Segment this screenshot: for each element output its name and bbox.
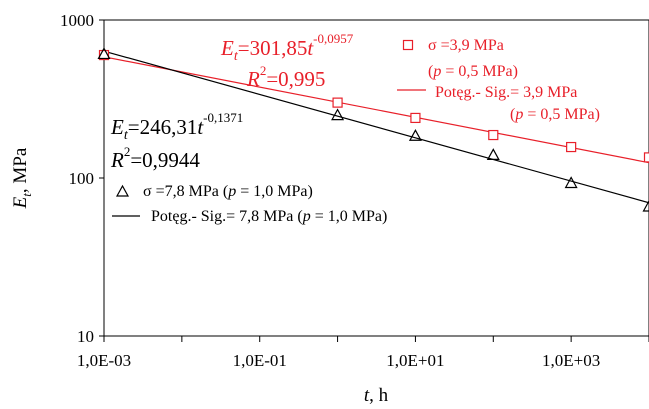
legend-red-marker-label: σ =3,9 MPa — [428, 37, 504, 54]
data-point-red — [488, 129, 499, 141]
legend-black-marker-text: σ =7,8 MPa ( — [143, 183, 228, 200]
y-axis-ticks: 10 100 1000 — [60, 11, 104, 346]
fit-black-r2: R2=0,9944 — [110, 144, 200, 172]
y-tick-label: 1000 — [60, 11, 94, 30]
fit-red-r2: R2=0,995 — [246, 63, 325, 91]
data-point-red — [410, 112, 421, 124]
legend-black-line-label: Potęg.- Sig.= 7,8 MPa (p = 1,0 MPa) — [151, 208, 387, 225]
legend-red-line-p: p — [514, 106, 523, 123]
fit-red-equation: Et=301,85t-0,0957 — [220, 31, 354, 64]
fit-black-equation: Et=246,31t-0,1371 — [110, 110, 243, 143]
x-axis-label-unit: , h — [369, 385, 389, 406]
eq-black-coef: 246,31 — [140, 115, 198, 139]
legend-red-line-text: Potęg.- Sig.= 3,9 MPa — [435, 84, 577, 101]
r2-black-sup: 2 — [124, 144, 131, 159]
legend-red-marker-icon — [402, 39, 414, 51]
data-point-black — [486, 148, 500, 161]
x-axis-label-symbol: t — [364, 385, 370, 406]
fit-line-black — [103, 50, 649, 204]
data-point-black — [408, 129, 422, 141]
eq-black-equals: = — [128, 115, 140, 139]
y-tick-label: 100 — [69, 169, 95, 188]
legend-red-line-open: ( — [510, 106, 515, 123]
x-tick-label: 1,0E+03 — [542, 351, 600, 370]
eq-red-t: t — [307, 36, 314, 60]
y-tick-label: 10 — [77, 327, 94, 346]
eq-black-E: E — [110, 115, 124, 139]
legend-black: σ =7,8 MPa (p = 1,0 MPa) Potęg.- Sig.= 7… — [112, 183, 387, 225]
legend-black-marker-label: σ =7,8 MPa (p = 1,0 MPa) — [143, 183, 313, 200]
r2-red-sup: 2 — [260, 63, 267, 78]
r2-red-R: R — [246, 67, 260, 91]
data-point-red — [566, 141, 577, 153]
eq-red-equals: = — [238, 36, 250, 60]
y-axis-label: Et, MPa — [10, 147, 34, 209]
legend-black-line-rest: = 1,0 MPa) — [311, 208, 388, 225]
legend-red-marker-label-2: (p = 0,5 MPa) — [428, 63, 518, 80]
y-axis-label-subscript: t — [19, 193, 34, 197]
x-tick-label: 1,0E-01 — [233, 351, 287, 370]
legend-red: σ =3,9 MPa (p = 0,5 MPa) Potęg.- Sig.= 3… — [397, 37, 600, 123]
series-red-markers — [98, 49, 649, 163]
legend-black-line-p: p — [302, 208, 311, 225]
x-axis-ticks: 1,0E-03 1,0E-01 1,0E+01 1,0E+03 — [77, 336, 649, 370]
r2-red-value: =0,995 — [266, 67, 325, 91]
eq-red-sub: t — [234, 49, 239, 64]
x-tick-label: 1,0E+01 — [386, 351, 444, 370]
data-point-black — [331, 108, 345, 121]
legend-red-line-rest: = 0,5 MPa) — [523, 106, 600, 123]
legend-red-line-label: Potęg.- Sig.= 3,9 MPa — [435, 84, 577, 101]
legend-black-marker-icon — [115, 184, 130, 197]
y-axis-label-symbol: E — [10, 196, 31, 209]
data-point-red — [98, 49, 110, 61]
data-point-black — [642, 199, 649, 212]
legend-black-marker-p: p — [227, 183, 236, 200]
legend-red-marker-open: ( — [428, 63, 433, 80]
eq-red-coef: 301,85 — [250, 36, 308, 60]
legend-red-marker-p: p — [432, 63, 441, 80]
y-axis-label-unit: , MPa — [10, 147, 31, 193]
legend-black-line-text: Potęg.- Sig.= 7,8 MPa ( — [151, 208, 303, 225]
data-point-black — [564, 176, 578, 189]
legend-red-marker-rest: = 0,5 MPa) — [441, 63, 518, 80]
eq-black-sub: t — [124, 128, 129, 143]
data-point-red — [643, 152, 649, 163]
r2-black-value: =0,9944 — [130, 148, 200, 172]
data-point-red — [332, 97, 343, 108]
legend-red-line-label-2: (p = 0,5 MPa) — [510, 106, 600, 123]
eq-black-t: t — [197, 115, 204, 139]
x-axis-label: t, h — [364, 385, 389, 406]
x-tick-label: 1,0E-03 — [77, 351, 131, 370]
data-point-black — [97, 47, 111, 60]
eq-black-exp: -0,1371 — [203, 110, 243, 125]
plot-area — [103, 19, 649, 337]
r2-black-R: R — [110, 148, 124, 172]
eq-red-exp: -0,0957 — [313, 31, 354, 46]
fit-line-red — [103, 56, 649, 164]
legend-red-marker-text: σ =3,9 MPa — [428, 37, 504, 54]
eq-red-E: E — [220, 36, 234, 60]
series-black-markers — [97, 47, 649, 212]
legend-black-marker-rest: = 1,0 MPa) — [236, 183, 313, 200]
